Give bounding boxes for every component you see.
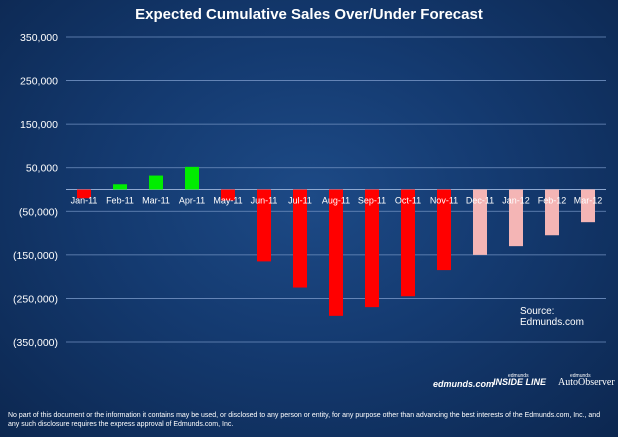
y-tick-label: (50,000) — [19, 206, 58, 218]
x-tick-label: Oct-11 — [395, 196, 421, 206]
bar-mar-12 — [581, 189, 595, 223]
x-tick-label: Dec-11 — [466, 196, 494, 206]
x-tick-labels: Jan-11 Feb-11 Mar-11 Apr-11 May-11 Jun-11 Jul-… — [71, 196, 603, 206]
bar-jul-11 — [293, 189, 307, 288]
brand-logos: edmunds.com edmunds INSIDE LINE edmunds … — [430, 373, 615, 395]
x-tick-label: Apr-11 — [179, 196, 205, 206]
x-tick-label: May-11 — [213, 196, 242, 206]
y-tick-label: 350,000 — [20, 32, 58, 44]
y-tick-label: (150,000) — [13, 250, 58, 262]
bar-may-11 — [221, 189, 235, 201]
y-tick-label: (350,000) — [13, 337, 58, 349]
x-tick-label: Feb-12 — [538, 196, 567, 206]
bar-jun-11 — [257, 189, 271, 262]
x-tick-label: Mar-12 — [574, 196, 603, 206]
x-tick-label: Aug-11 — [322, 196, 350, 206]
bar-aug-11 — [329, 189, 343, 316]
disclaimer-text: No part of this document or the informat… — [8, 412, 601, 428]
y-tick-label: 50,000 — [26, 163, 58, 175]
x-tick-label: Feb-11 — [106, 196, 134, 206]
bar-dec-11 — [473, 189, 487, 255]
bar-feb-12 — [545, 189, 559, 236]
bar-oct-11 — [401, 189, 415, 297]
bar-jan-12 — [509, 189, 523, 247]
chart-title: Expected Cumulative Sales Over/Under For… — [135, 6, 483, 23]
y-tick-labels: 350,000 250,000 150,000 50,000 (50,000) (150,… — [13, 32, 58, 349]
y-tick-label: 150,000 — [20, 119, 58, 131]
autoobserver-logo-small: edmunds — [570, 373, 591, 379]
x-tick-label: Jan-11 — [71, 196, 98, 206]
insideline-logo: INSIDE LINE — [493, 377, 547, 387]
edmunds-logo: edmunds.com — [433, 379, 495, 389]
autoobserver-logo: AutoObserver — [558, 377, 615, 388]
y-tick-label: 250,000 — [20, 76, 58, 88]
x-tick-label: Jul-11 — [288, 196, 312, 206]
source-note: Source: Edmunds.com — [520, 306, 584, 328]
bars — [77, 166, 595, 316]
bar-nov-11 — [437, 189, 451, 271]
bar-jan-11 — [77, 189, 91, 199]
x-tick-label: Jun-11 — [251, 196, 278, 206]
bar-sep-11 — [365, 189, 379, 308]
bar-mar-11 — [149, 175, 163, 190]
bar-apr-11 — [185, 166, 199, 190]
x-tick-label: Sep-11 — [358, 196, 386, 206]
x-tick-label: Mar-11 — [142, 196, 170, 206]
x-tick-label: Jan-12 — [502, 196, 530, 206]
x-tick-label: Nov-11 — [430, 196, 458, 206]
y-tick-label: (250,000) — [13, 293, 58, 305]
bar-feb-11 — [113, 184, 127, 190]
insideline-logo-small: edmunds — [508, 373, 529, 379]
